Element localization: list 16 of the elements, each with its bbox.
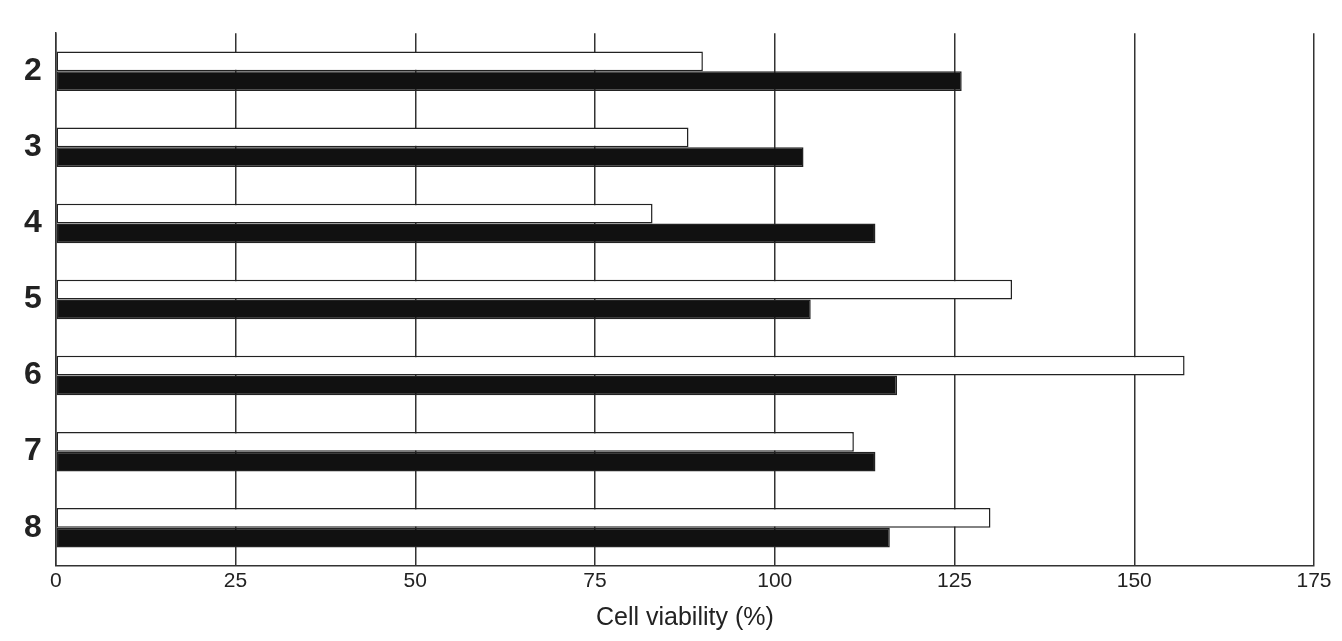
y-tick-label: 5 bbox=[24, 279, 42, 316]
x-tick-label: 175 bbox=[1296, 568, 1332, 592]
x-tick-label: 75 bbox=[583, 568, 607, 592]
x-tick-label: 125 bbox=[936, 568, 973, 592]
y-tick-label: 4 bbox=[24, 203, 42, 240]
y-tick-label: 8 bbox=[24, 507, 42, 544]
y-tick-label: 6 bbox=[24, 355, 42, 392]
y-tick-label: 3 bbox=[24, 127, 42, 164]
x-tick-label: 25 bbox=[223, 568, 248, 592]
x-tick-label: 100 bbox=[757, 568, 793, 592]
x-tick-label: 0 bbox=[49, 568, 62, 592]
x-tick-label: 50 bbox=[403, 568, 427, 592]
y-tick-label: 7 bbox=[24, 431, 42, 468]
y-tick-label: 2 bbox=[24, 51, 42, 88]
x-axis-title: Cell viability (%) bbox=[595, 601, 774, 630]
x-tick-label: 150 bbox=[1116, 568, 1152, 592]
